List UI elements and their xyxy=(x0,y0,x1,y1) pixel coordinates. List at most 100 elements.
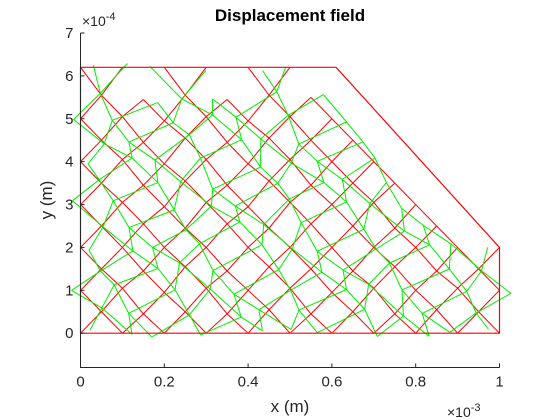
mesh-edge-deformed xyxy=(87,143,105,165)
mesh-edge-deformed xyxy=(276,91,289,116)
mesh-edge-undeformed xyxy=(352,182,375,203)
mesh-edge-deformed xyxy=(104,143,133,159)
mesh-edge-deformed xyxy=(157,268,176,291)
y-tick-label: 1 xyxy=(65,282,73,299)
mesh-edge-deformed xyxy=(152,229,187,248)
mesh-edge-undeformed xyxy=(310,268,333,293)
mesh-edge-undeformed xyxy=(415,225,438,248)
mesh-edge-deformed xyxy=(112,182,159,202)
mesh-edge-deformed xyxy=(449,312,477,333)
mesh-edge-undeformed xyxy=(478,268,500,291)
mesh-edge-deformed xyxy=(111,119,130,143)
mesh-edge-undeformed xyxy=(310,204,333,225)
mesh-edge-undeformed xyxy=(122,141,144,160)
mesh-edge-deformed xyxy=(298,289,347,311)
mesh-edge-undeformed xyxy=(142,270,165,293)
mesh-edge-deformed xyxy=(466,291,477,314)
mesh-edge-deformed xyxy=(72,179,100,202)
mesh-edge-deformed xyxy=(174,289,190,316)
mesh-edge-undeformed xyxy=(101,268,123,289)
mesh-edge-deformed xyxy=(157,182,175,211)
mesh-edge-undeformed xyxy=(205,184,228,203)
mesh-edge-undeformed xyxy=(101,287,123,313)
mesh-edge-deformed xyxy=(112,102,158,121)
mesh-edge-undeformed xyxy=(331,204,354,227)
mesh-edge-deformed xyxy=(263,224,293,250)
mesh-edge-deformed xyxy=(290,271,323,291)
mesh-edge-deformed xyxy=(291,162,325,183)
mesh-edge-undeformed xyxy=(163,137,186,165)
mesh-edge-undeformed xyxy=(80,225,102,248)
mesh-edge-deformed xyxy=(240,316,263,332)
mesh-edge-deformed xyxy=(290,290,300,311)
mesh-edge-deformed xyxy=(112,200,130,228)
mesh-edge-deformed xyxy=(401,268,450,291)
mesh-edge-deformed xyxy=(128,209,175,229)
mesh-edge-deformed xyxy=(401,289,404,317)
mesh-edge-undeformed xyxy=(268,266,291,289)
mesh-edge-undeformed xyxy=(394,247,417,268)
mesh-edge-undeformed xyxy=(373,161,396,184)
mesh-edge-undeformed xyxy=(352,247,375,272)
mesh-edge-deformed xyxy=(132,250,159,269)
mesh-edge-deformed xyxy=(317,308,365,334)
mesh-edge-deformed xyxy=(188,134,201,159)
mesh-edge-undeformed xyxy=(457,268,479,289)
mesh-edge-deformed xyxy=(154,159,159,183)
mesh-edge-undeformed xyxy=(101,139,123,160)
mesh-edge-undeformed xyxy=(457,287,479,313)
mesh-edge-undeformed xyxy=(226,313,249,334)
mesh-edge-undeformed xyxy=(247,289,270,310)
x-exponent-label: ×10-3 xyxy=(447,402,481,420)
mesh-edge-deformed xyxy=(375,248,390,264)
mesh-edge-deformed xyxy=(342,248,377,271)
mesh-edge-deformed xyxy=(199,243,214,271)
mesh-edge-undeformed xyxy=(478,311,500,334)
mesh-edge-deformed xyxy=(342,269,369,285)
mesh-edge-deformed xyxy=(288,198,302,223)
mesh-edge-deformed xyxy=(421,290,467,314)
mesh-edge-undeformed xyxy=(289,313,312,334)
mesh-edge-deformed xyxy=(189,314,202,336)
mesh-edge-deformed xyxy=(128,227,134,252)
mesh-edge-deformed xyxy=(466,270,482,292)
mesh-edge-undeformed xyxy=(268,116,291,139)
mesh-edge-undeformed xyxy=(226,99,249,122)
mesh-edge-deformed xyxy=(278,248,293,270)
mesh-edge-deformed xyxy=(429,244,450,270)
mesh-edge-undeformed xyxy=(163,266,186,293)
mesh-edge-deformed xyxy=(73,119,105,145)
mesh-edge-undeformed xyxy=(163,120,186,139)
mesh-edge-deformed xyxy=(276,66,287,92)
y-exponent-label: ×10-4 xyxy=(82,11,116,29)
mesh-edge-deformed xyxy=(102,226,134,252)
mesh-edge-undeformed xyxy=(122,99,144,118)
mesh-edge-undeformed xyxy=(163,292,186,313)
mesh-edge-undeformed xyxy=(331,247,354,272)
mesh-edge-deformed xyxy=(185,229,200,245)
mesh-edge-undeformed xyxy=(142,163,165,186)
mesh-edge-deformed xyxy=(98,179,114,202)
mesh-edge-undeformed xyxy=(163,163,186,182)
mesh-edge-undeformed xyxy=(122,184,144,203)
mesh-edge-undeformed xyxy=(352,202,375,227)
mesh-edge-deformed xyxy=(212,244,263,272)
mesh-edge-deformed xyxy=(258,309,292,330)
mesh-edge-deformed xyxy=(235,116,262,140)
mesh-edge-undeformed xyxy=(331,311,354,334)
mesh-edge-undeformed xyxy=(289,159,312,186)
y-tick-label: 0 xyxy=(65,325,73,342)
mesh-edge-deformed xyxy=(189,288,211,316)
mesh-edge-deformed xyxy=(260,166,279,184)
mesh-edge-deformed xyxy=(179,262,211,290)
mesh-edge-deformed xyxy=(128,141,133,159)
mesh-edge-undeformed xyxy=(142,142,165,165)
mesh-edge-undeformed xyxy=(352,139,375,163)
mesh-edge-deformed xyxy=(289,182,325,200)
x-tick-label: 0.6 xyxy=(321,374,342,391)
x-tick-label: 0 xyxy=(76,374,84,391)
mesh-edge-undeformed xyxy=(226,184,249,208)
mesh-edge-undeformed xyxy=(184,227,207,248)
mesh-edge-deformed xyxy=(291,248,323,273)
mesh-edge-undeformed xyxy=(80,94,102,120)
